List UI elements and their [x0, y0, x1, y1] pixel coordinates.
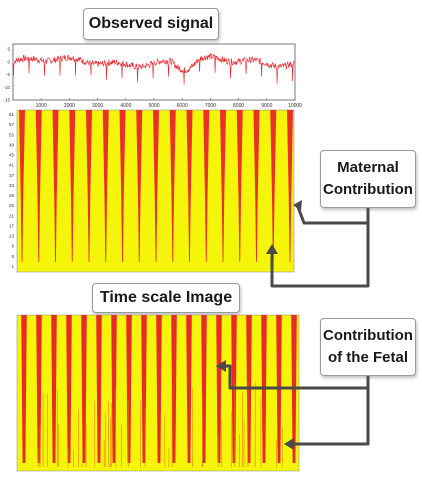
- scalogram-y-tick-label: 9: [11, 244, 14, 249]
- fetal-arrow-1: [224, 364, 370, 390]
- scalogram-y-tick-label: 17: [9, 223, 15, 228]
- signal-x-tick-label: 7000: [205, 103, 216, 109]
- fetal-maternal-ridge: [36, 315, 42, 463]
- scalogram-y-tick-label: 45: [9, 153, 15, 158]
- signal-y-axis: 5 0 -5 -10 -15: [3, 47, 10, 103]
- scalogram-y-tick-label: 29: [9, 193, 15, 198]
- signal-trace: [12, 52, 296, 85]
- fetal-arrowhead-2: [284, 438, 294, 450]
- observed-signal-plot: 1000 2000 3000 4000 5000 6000 7000 8000 9000 1000…: [3, 43, 302, 109]
- fetal-maternal-ridge: [216, 315, 222, 463]
- signal-x-tick-label: 8000: [233, 103, 244, 109]
- scalogram-y-tick-label: 41: [9, 163, 15, 168]
- maternal-arrowhead-2: [266, 244, 278, 254]
- signal-plot-frame: [12, 43, 296, 101]
- maternal-contribution-label: Maternal Contribution: [320, 150, 416, 208]
- maternal-ridge: [169, 110, 176, 262]
- scalogram-y-axis: 61 57 53 49 45 41 37 33 29 25 21 17 13 9 5 1: [9, 112, 15, 269]
- fetal-arrow-2: [292, 388, 370, 446]
- fetal-arrowhead-1: [216, 360, 226, 372]
- maternal-ridge: [203, 110, 210, 262]
- scalogram-y-tick-label: 49: [9, 142, 15, 147]
- maternal-ridge: [186, 110, 193, 262]
- scalogram-y-tick-label: 57: [9, 122, 15, 127]
- maternal-ridge: [52, 110, 59, 262]
- maternal-ridge: [119, 110, 126, 262]
- scalogram-y-tick-label: 61: [9, 112, 15, 117]
- scalogram-y-tick-label: 5: [11, 254, 14, 259]
- maternal-ridge: [236, 110, 243, 262]
- maternal-ridge: [102, 110, 109, 262]
- signal-y-tick-label: 0: [7, 59, 10, 64]
- maternal-ridge: [270, 110, 277, 262]
- signal-x-tick-label: 2000: [64, 103, 75, 109]
- fetal-maternal-ridge: [51, 315, 57, 463]
- signal-x-tick-label: 3000: [92, 103, 103, 109]
- scalogram-y-tick-label: 25: [9, 203, 15, 208]
- scalogram-y-tick-label: 33: [9, 183, 15, 188]
- scalogram-y-tick-label: 21: [9, 213, 15, 218]
- scalogram-y-tick-label: 53: [9, 132, 15, 137]
- maternal-ridge: [86, 110, 92, 262]
- maternal-ridge: [35, 110, 42, 262]
- scalogram-y-tick-label: 13: [9, 234, 15, 239]
- fetal-maternal-ridge: [21, 315, 27, 463]
- fetal-contribution-label: Contribution of the Fetal: [320, 318, 416, 376]
- maternal-ridge: [69, 110, 76, 262]
- maternal-scalogram: 61 57 53 49 45 41 37 33 29 25 21 17 13 9 5 1: [9, 109, 295, 273]
- observed-signal-title: Observed signal: [83, 8, 219, 40]
- maternal-ridge: [287, 110, 293, 262]
- fetal-maternal-ridge: [186, 315, 192, 463]
- fetal-maternal-ridge: [66, 315, 72, 463]
- signal-x-tick-label: 10000: [288, 103, 302, 109]
- fetal-maternal-ridge: [171, 315, 177, 463]
- fetal-scalogram: [16, 314, 300, 472]
- maternal-ridge: [220, 110, 226, 262]
- scalogram-y-tick-label: 1: [11, 264, 14, 269]
- fetal-maternal-ridge: [96, 315, 102, 463]
- maternal-ridge: [136, 110, 143, 262]
- maternal-arrow-1: [296, 206, 370, 225]
- signal-y-tick-label: 5: [7, 47, 10, 52]
- fetal-maternal-ridge: [156, 315, 162, 463]
- signal-x-tick-label: 4000: [120, 103, 131, 109]
- signal-y-tick-label: -10: [3, 85, 10, 90]
- signal-x-tick-label: 9000: [261, 103, 272, 109]
- signal-x-axis: 1000 2000 3000 4000 5000 6000 7000 8000 9000 1000…: [36, 98, 302, 109]
- maternal-arrowhead-1: [293, 200, 302, 211]
- maternal-ridge: [153, 110, 159, 262]
- signal-y-tick-label: -15: [3, 98, 10, 103]
- signal-x-tick-label: 1000: [36, 103, 47, 109]
- maternal-ridge: [19, 110, 25, 262]
- signal-x-tick-label: 5000: [148, 103, 159, 109]
- fetal-maternal-ridge: [126, 315, 132, 463]
- signal-y-tick-label: -5: [6, 72, 10, 77]
- maternal-ridge: [253, 110, 260, 262]
- signal-x-tick-label: 6000: [177, 103, 188, 109]
- time-scale-image-title: Time scale Image: [92, 283, 240, 313]
- scalogram-y-tick-label: 37: [9, 173, 15, 178]
- maternal-arrow-2: [270, 223, 370, 288]
